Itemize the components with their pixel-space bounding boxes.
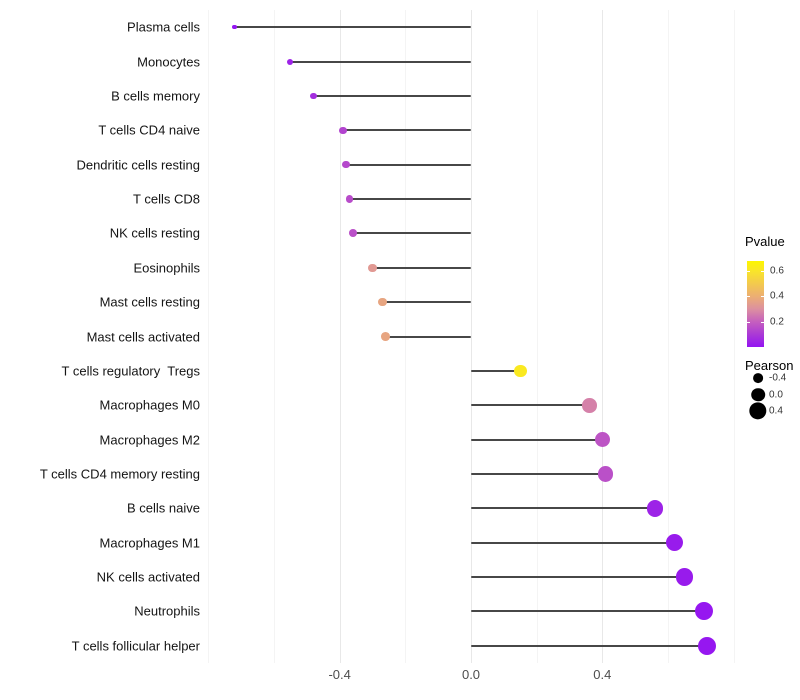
y-axis-label: Dendritic cells resting [76, 157, 200, 173]
lollipop-stem [471, 404, 590, 407]
pvalue-tick-label: 0.2 [770, 316, 784, 328]
lollipop-stem [471, 644, 708, 647]
pearson-legend-dot [753, 373, 763, 383]
data-point-dot [381, 332, 390, 341]
y-axis-label: NK cells resting [109, 225, 200, 241]
data-point-dot [345, 195, 354, 203]
pearson-legend-label: 0.0 [769, 389, 783, 400]
pvalue-gradient-tick [747, 321, 750, 323]
lollipop-stem [290, 60, 471, 63]
y-axis-label: B cells naive [127, 500, 200, 516]
y-axis-label: Monocytes [137, 54, 200, 70]
data-point-dot [310, 92, 317, 100]
data-point-dot [232, 24, 237, 30]
pearson-legend-dot [751, 387, 765, 402]
legend-pvalue-title: Pvalue [745, 234, 785, 249]
y-axis-label: Macrophages M1 [99, 535, 200, 551]
lollipop-stem [471, 369, 521, 372]
lollipop-stem [471, 610, 705, 613]
pearson-legend-label: 0.4 [769, 405, 783, 417]
y-axis-label: T cells follicular helper [71, 638, 200, 654]
pvalue-gradient-tick [761, 271, 764, 273]
pvalue-tick-label: 0.4 [770, 290, 784, 302]
data-point-dot [348, 229, 357, 238]
lollipop-stem [471, 576, 685, 579]
y-axis-label: Eosinophils [133, 260, 201, 276]
pvalue-gradient-bar [747, 261, 764, 347]
lollipop-stem [471, 472, 606, 475]
lollipop-stem [352, 232, 471, 235]
lollipop-stem [372, 266, 471, 269]
pearson-legend-dot [749, 402, 767, 420]
major-gridline [471, 10, 472, 663]
y-axis-label: Plasma cells [127, 19, 200, 35]
data-point-dot [695, 602, 714, 621]
data-point-dot [339, 126, 347, 135]
minor-gridline [733, 10, 735, 663]
data-point-dot [581, 397, 597, 413]
lollipop-stem [313, 94, 471, 97]
minor-gridline [208, 10, 210, 663]
data-point-dot [513, 364, 527, 378]
lollipop-stem [234, 26, 471, 29]
legend-pearson-title: Pearson [745, 358, 794, 373]
data-point-dot [598, 466, 614, 482]
y-axis-label: NK cells activated [96, 569, 200, 585]
x-axis-tick-label: 0.4 [593, 667, 612, 682]
legend-pvalue: Pvalue 0.6 0.4 0.2 [745, 234, 800, 347]
lollipop-stem [346, 163, 471, 166]
y-axis-label: Macrophages M2 [99, 432, 200, 448]
lollipop-stem [382, 301, 471, 304]
data-point-dot [698, 636, 717, 655]
y-axis-label: B cells memory [111, 88, 200, 104]
major-gridline [339, 10, 341, 663]
y-axis-label: T cells CD4 memory resting [39, 466, 200, 482]
x-axis-tick-label: -0.4 [328, 667, 351, 682]
minor-gridline [536, 10, 538, 663]
pvalue-gradient-tick [761, 321, 764, 323]
pvalue-tick-label: 0.6 [770, 265, 784, 277]
data-point-dot [675, 568, 694, 586]
minor-gridline [668, 10, 670, 663]
y-axis-label: T cells CD4 naive [98, 122, 200, 138]
pearson-legend-label: -0.4 [769, 372, 787, 384]
data-point-dot [666, 534, 684, 552]
data-point-dot [342, 160, 350, 169]
y-axis-label: Mast cells activated [86, 329, 200, 344]
major-gridline [602, 10, 604, 663]
y-axis-label: T cells CD8 [133, 191, 200, 207]
y-axis-label: Mast cells resting [99, 294, 200, 310]
x-axis-tick-label: 0.0 [461, 667, 481, 682]
data-point-dot [594, 432, 610, 448]
data-point-dot [646, 500, 664, 517]
y-axis-label: T cells regulatory Tregs [61, 363, 200, 379]
lollipop-stem [349, 198, 471, 201]
legend-pearson: Pearson -0.4 0.0 0.4 [745, 358, 800, 420]
lollipop-stem [471, 438, 603, 441]
data-point-dot [287, 58, 294, 65]
lollipop-stem [342, 129, 471, 132]
pvalue-gradient-tick [747, 271, 750, 273]
lollipop-stem [385, 335, 471, 338]
y-axis-label: Macrophages M0 [99, 397, 200, 413]
data-point-dot [368, 263, 377, 272]
lollipop-stem [471, 507, 655, 510]
minor-gridline [273, 10, 275, 663]
pvalue-gradient-tick [761, 296, 764, 298]
pvalue-gradient-tick [747, 296, 750, 298]
data-point-dot [378, 297, 387, 307]
lollipop-stem [471, 541, 675, 544]
y-axis-label: Neutrophils [134, 603, 200, 619]
